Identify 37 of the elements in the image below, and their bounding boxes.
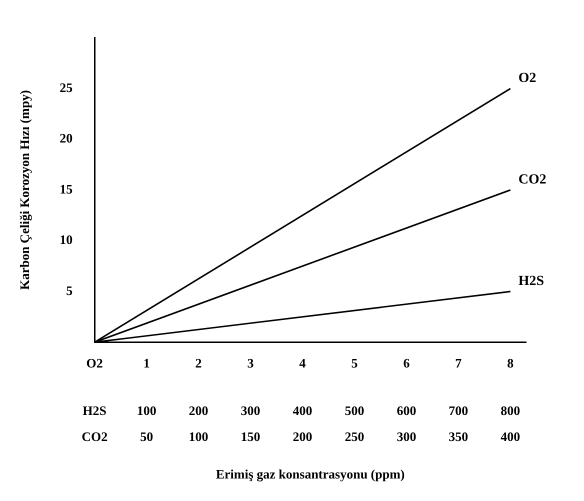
x2-tick-label: 400 — [292, 402, 312, 418]
y-tick-label: 15 — [60, 181, 74, 196]
x-axis-title: Erimiş gaz konsantrasyonu (ppm) — [216, 466, 405, 482]
x-tick-label: O2 — [86, 355, 103, 370]
y-tick-label: 10 — [60, 232, 73, 248]
x2-tick-label: 100 — [136, 402, 156, 418]
text: 100 — [188, 429, 208, 444]
series-label: H2S — [518, 274, 544, 290]
x2-tick-label: 600 — [396, 402, 416, 418]
series-label: O2 — [518, 71, 536, 86]
y-tick-label: 5 — [66, 282, 74, 298]
x2-tick-label: 500 — [344, 402, 364, 418]
text: 350 — [448, 429, 468, 444]
x2-tick-label: 300 — [240, 402, 260, 418]
x-tick-label: 3 — [247, 355, 254, 370]
x-tick-label: 7 — [455, 355, 462, 370]
x2-tick-label: 800 — [500, 402, 520, 418]
text: 50 — [140, 429, 154, 444]
y-tick-label: 25 — [60, 80, 74, 95]
text: 400 — [500, 429, 520, 444]
text: 250 — [344, 429, 364, 444]
y-tick-label: 20 — [60, 130, 73, 146]
text: 300 — [396, 429, 416, 444]
text: 200 — [292, 429, 312, 444]
x2-tick-label: 200 — [188, 402, 208, 418]
x-tick-label: 8 — [507, 355, 514, 370]
text: 150 — [240, 429, 260, 444]
x2-tick-label: H2S — [82, 402, 107, 418]
series-label: CO2 — [518, 172, 546, 188]
text: CO2 — [82, 429, 108, 444]
x-tick-label: 5 — [351, 355, 358, 370]
x2-tick-label: 700 — [448, 402, 468, 418]
x-tick-label: 4 — [299, 355, 306, 370]
x-tick-label: 1 — [143, 355, 150, 370]
x-tick-label: 2 — [195, 355, 202, 370]
x-tick-label: 6 — [403, 355, 410, 370]
y-axis-title: Karbon Çeliği Korozyon Hızı (mpy) — [17, 90, 32, 290]
